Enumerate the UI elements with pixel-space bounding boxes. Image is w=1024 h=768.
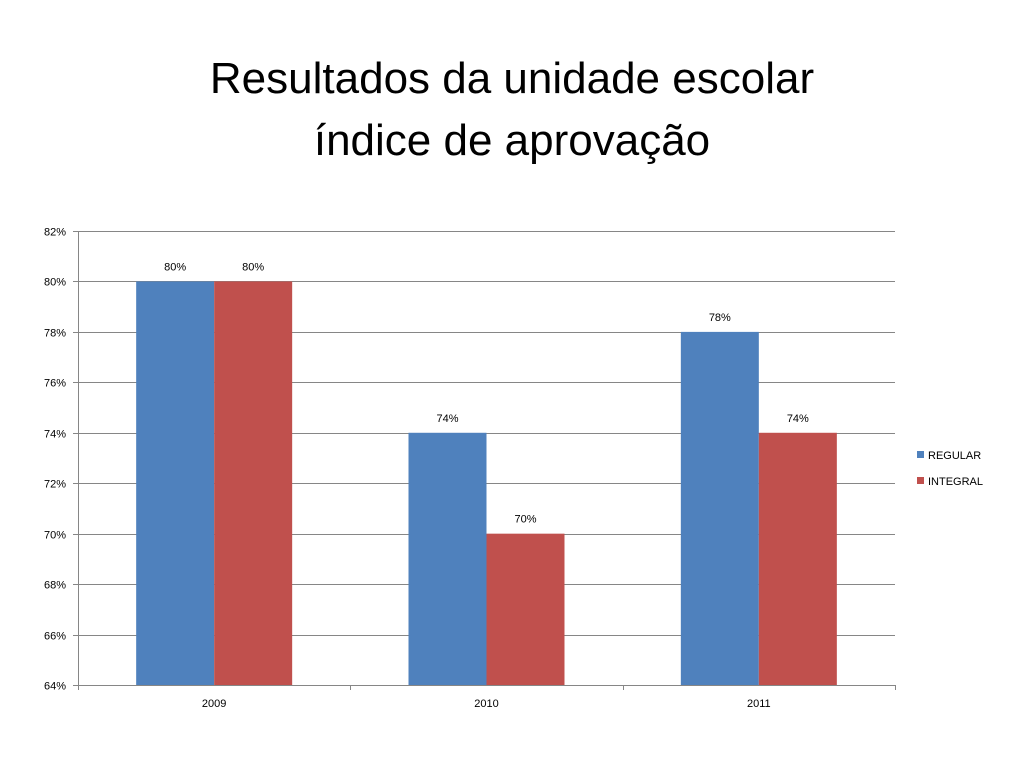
x-category-label: 2011: [747, 698, 771, 710]
data-label: 78%: [709, 312, 731, 324]
y-tick-label: 76%: [44, 378, 66, 390]
y-tick-label: 72%: [44, 479, 66, 491]
x-category-label: 2010: [474, 698, 498, 710]
y-tick-label: 74%: [44, 429, 66, 441]
y-tick-label: 68%: [44, 580, 66, 592]
legend-label-integral: INTEGRAL: [928, 476, 983, 488]
data-label: 80%: [164, 261, 186, 273]
bar-regular-2011: [680, 331, 759, 685]
bar-integral-2009: [214, 281, 293, 685]
x-category-label: 2009: [202, 698, 226, 710]
slide-title: Resultados da unidade escolar índice de …: [0, 48, 1024, 172]
bar-regular-2009: [136, 281, 215, 685]
y-tick-label: 70%: [44, 530, 66, 542]
legend-swatch-integral: [917, 477, 924, 484]
data-label: 80%: [242, 261, 264, 273]
bar-integral-2010: [486, 533, 565, 685]
y-tick-label: 66%: [44, 631, 66, 643]
legend-swatch-regular: [917, 451, 924, 458]
bar-regular-2010: [408, 432, 487, 685]
data-label: 74%: [787, 413, 809, 425]
title-line-2: índice de aprovação: [313, 116, 711, 165]
legend-label-regular: REGULAR: [928, 450, 981, 462]
title-line-1: Resultados da unidade escolar: [209, 54, 815, 103]
bar-integral-2011: [758, 432, 837, 685]
y-tick-label: 78%: [44, 328, 66, 340]
y-tick-label: 80%: [44, 277, 66, 289]
y-tick-label: 82%: [44, 227, 66, 239]
data-label: 70%: [514, 514, 536, 526]
y-tick-label: 64%: [44, 681, 66, 693]
data-label: 74%: [436, 413, 458, 425]
